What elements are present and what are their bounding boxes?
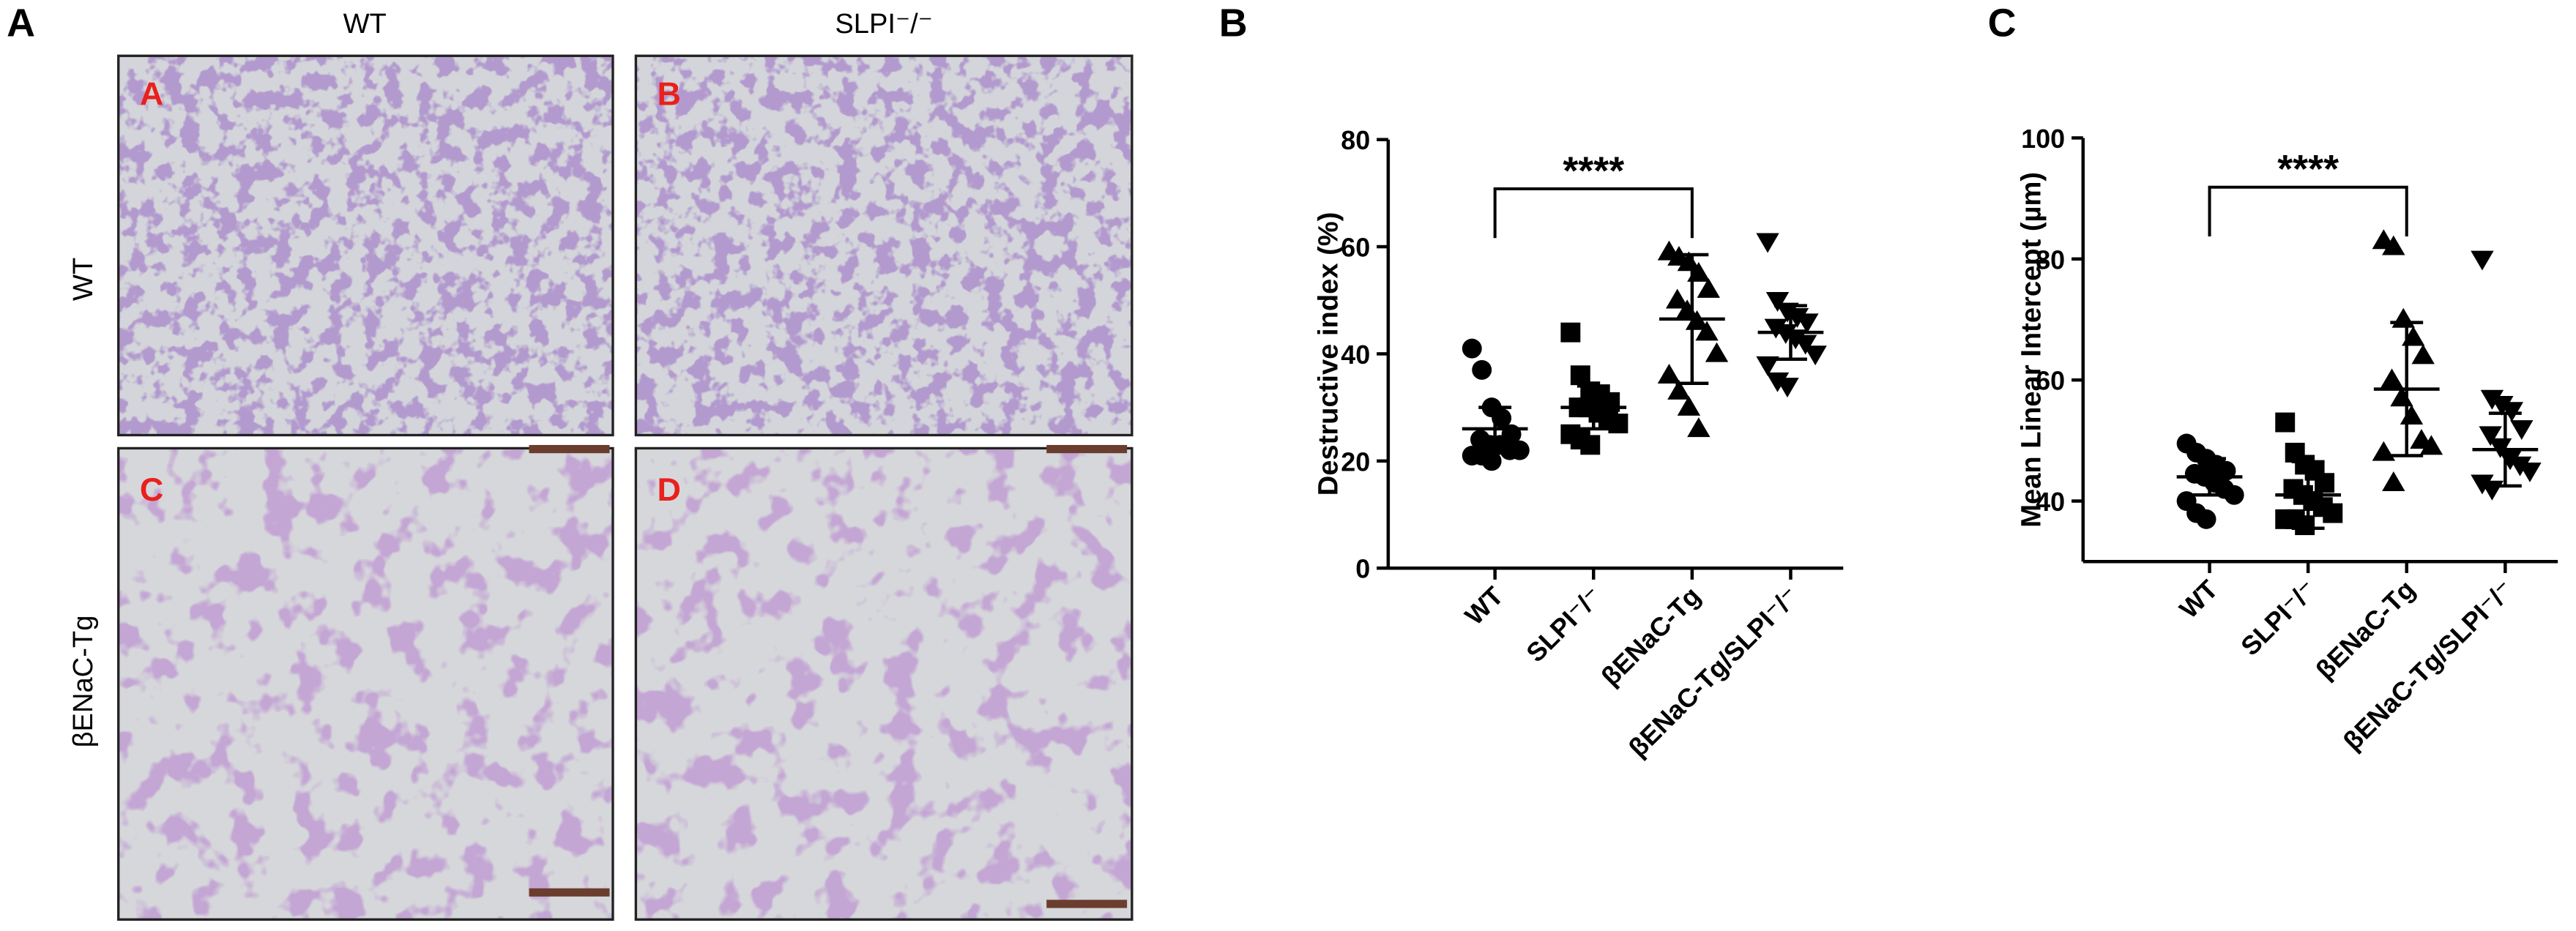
point (1472, 359, 1492, 380)
image-label: A (140, 75, 163, 113)
point (1776, 378, 1799, 398)
point (2382, 235, 2405, 255)
y-tick-label: 80 (2036, 245, 2065, 274)
point (2510, 420, 2534, 441)
micrograph (636, 56, 1132, 435)
point (1764, 318, 1787, 339)
image-label: B (658, 75, 681, 113)
point (2480, 389, 2504, 410)
point (2400, 405, 2424, 425)
point (1756, 356, 1779, 376)
point (2508, 456, 2532, 476)
point (2295, 515, 2315, 536)
point (2275, 412, 2296, 433)
frame (634, 54, 1133, 437)
point (1677, 395, 1701, 416)
point (2372, 441, 2396, 461)
point (1608, 414, 1628, 434)
scale-bar (1046, 444, 1128, 454)
point (1560, 322, 1581, 343)
scale-bar (529, 444, 610, 454)
point (1705, 342, 1729, 362)
point (2419, 435, 2443, 455)
point (2411, 344, 2435, 364)
image-label: C (140, 471, 163, 508)
point (2391, 307, 2415, 328)
point (2380, 368, 2404, 389)
x-tick-label: βENaC-Tg/SLPI⁻/⁻ (2337, 575, 2519, 756)
frame (634, 446, 1133, 921)
y-tick-label: 60 (2036, 367, 2065, 396)
x-tick-label: SLPI⁻/⁻ (1521, 581, 1607, 668)
point (2382, 471, 2405, 491)
y-tick-label: 80 (1341, 126, 1370, 155)
point (1803, 345, 1827, 366)
point (1697, 277, 1721, 298)
column-header: SLPI⁻/⁻ (835, 8, 933, 40)
point (1665, 288, 1689, 309)
significance-bracket (1493, 187, 1694, 239)
point (2196, 509, 2216, 529)
point (1776, 302, 1799, 323)
micrograph (118, 56, 613, 435)
frame (117, 54, 614, 437)
point (2323, 503, 2343, 523)
point (1793, 334, 1817, 355)
point (2224, 485, 2244, 505)
point (2471, 250, 2494, 271)
y-tick-label: 40 (1341, 340, 1370, 370)
point (1756, 233, 1779, 253)
point (1765, 372, 1790, 392)
point (1667, 379, 1691, 400)
point (2479, 426, 2502, 446)
image-label: D (658, 471, 681, 508)
y-tick-label: 20 (1341, 447, 1370, 476)
point (1677, 251, 1701, 272)
significance-label: **** (1563, 149, 1624, 192)
point (1580, 435, 1601, 455)
micrograph (118, 448, 613, 920)
point (1481, 451, 1502, 471)
point (1795, 313, 1819, 334)
y-tick-label: 40 (2036, 487, 2065, 517)
x-tick-label: βENaC-Tg/SLPI⁻/⁻ (1623, 581, 1804, 763)
point (2490, 396, 2514, 416)
frame (117, 446, 614, 921)
point (2518, 462, 2542, 482)
point (1687, 417, 1710, 438)
point (1492, 408, 1512, 428)
y-tick-label: 60 (1341, 233, 1370, 263)
panel-label: B (1219, 1, 1248, 45)
scale-bar (529, 888, 610, 897)
panel-label: C (1988, 1, 2017, 45)
y-axis-label: Mean Linear Intercept (µm) (2015, 172, 2047, 528)
row-header: WT (67, 258, 99, 301)
y-tick-label: 100 (2021, 124, 2065, 154)
significance-bracket (2208, 185, 2408, 237)
y-tick-label: 0 (1355, 555, 1370, 584)
scale-bar (1046, 900, 1128, 908)
point (1765, 292, 1790, 312)
point (1657, 364, 1681, 384)
point (1509, 440, 1530, 460)
point (1462, 338, 1482, 359)
y-axis-label: Destructive index (%) (1312, 212, 1344, 496)
panel-label: A (7, 1, 35, 45)
column-header: WT (343, 8, 387, 40)
significance-label: **** (2277, 147, 2339, 191)
point (2471, 474, 2494, 495)
x-tick-label: WT (2174, 575, 2224, 624)
micrograph (636, 448, 1132, 920)
x-tick-label: SLPI⁻/⁻ (2236, 575, 2322, 661)
row-header: βENaC-Tg (67, 616, 99, 748)
x-tick-label: WT (1459, 581, 1509, 631)
point (2315, 473, 2335, 493)
point (1695, 321, 1719, 341)
